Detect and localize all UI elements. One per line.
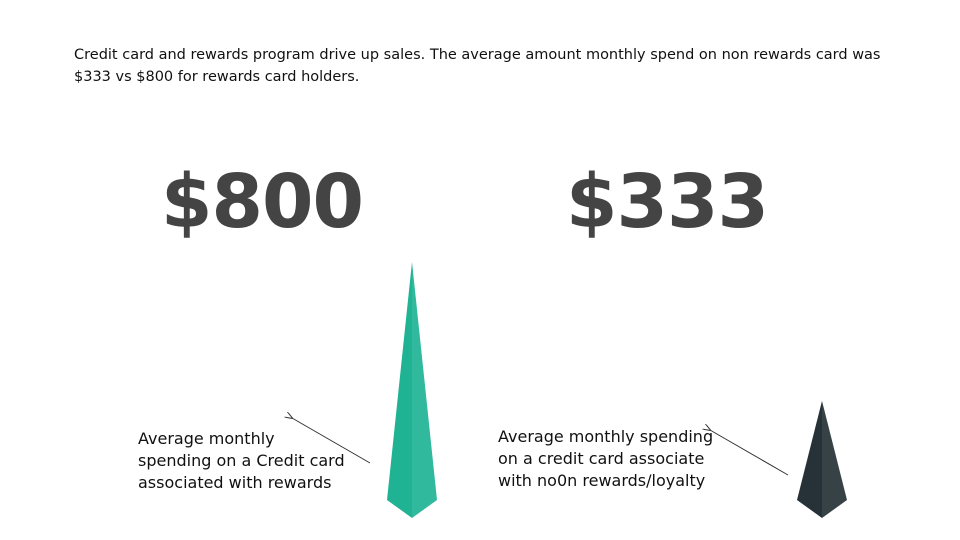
rewards-value-label: $800 (161, 159, 364, 245)
rewards-pointer-arrow (292, 418, 371, 464)
non-rewards-value-label: $333 (566, 159, 769, 245)
rewards-spike-bar (387, 262, 437, 518)
rewards-caption: Average monthly spending on a Credit car… (138, 429, 345, 492)
non-rewards-caption: Average monthly spending on a credit car… (498, 427, 714, 490)
headline-text: Credit card and rewards program drive up… (74, 47, 881, 85)
non-rewards-spike-bar (797, 400, 847, 518)
non-rewards-spike-bar-facet (822, 400, 847, 518)
rewards-spike-bar-facet (412, 262, 437, 518)
non-rewards-pointer-arrow (710, 430, 789, 476)
